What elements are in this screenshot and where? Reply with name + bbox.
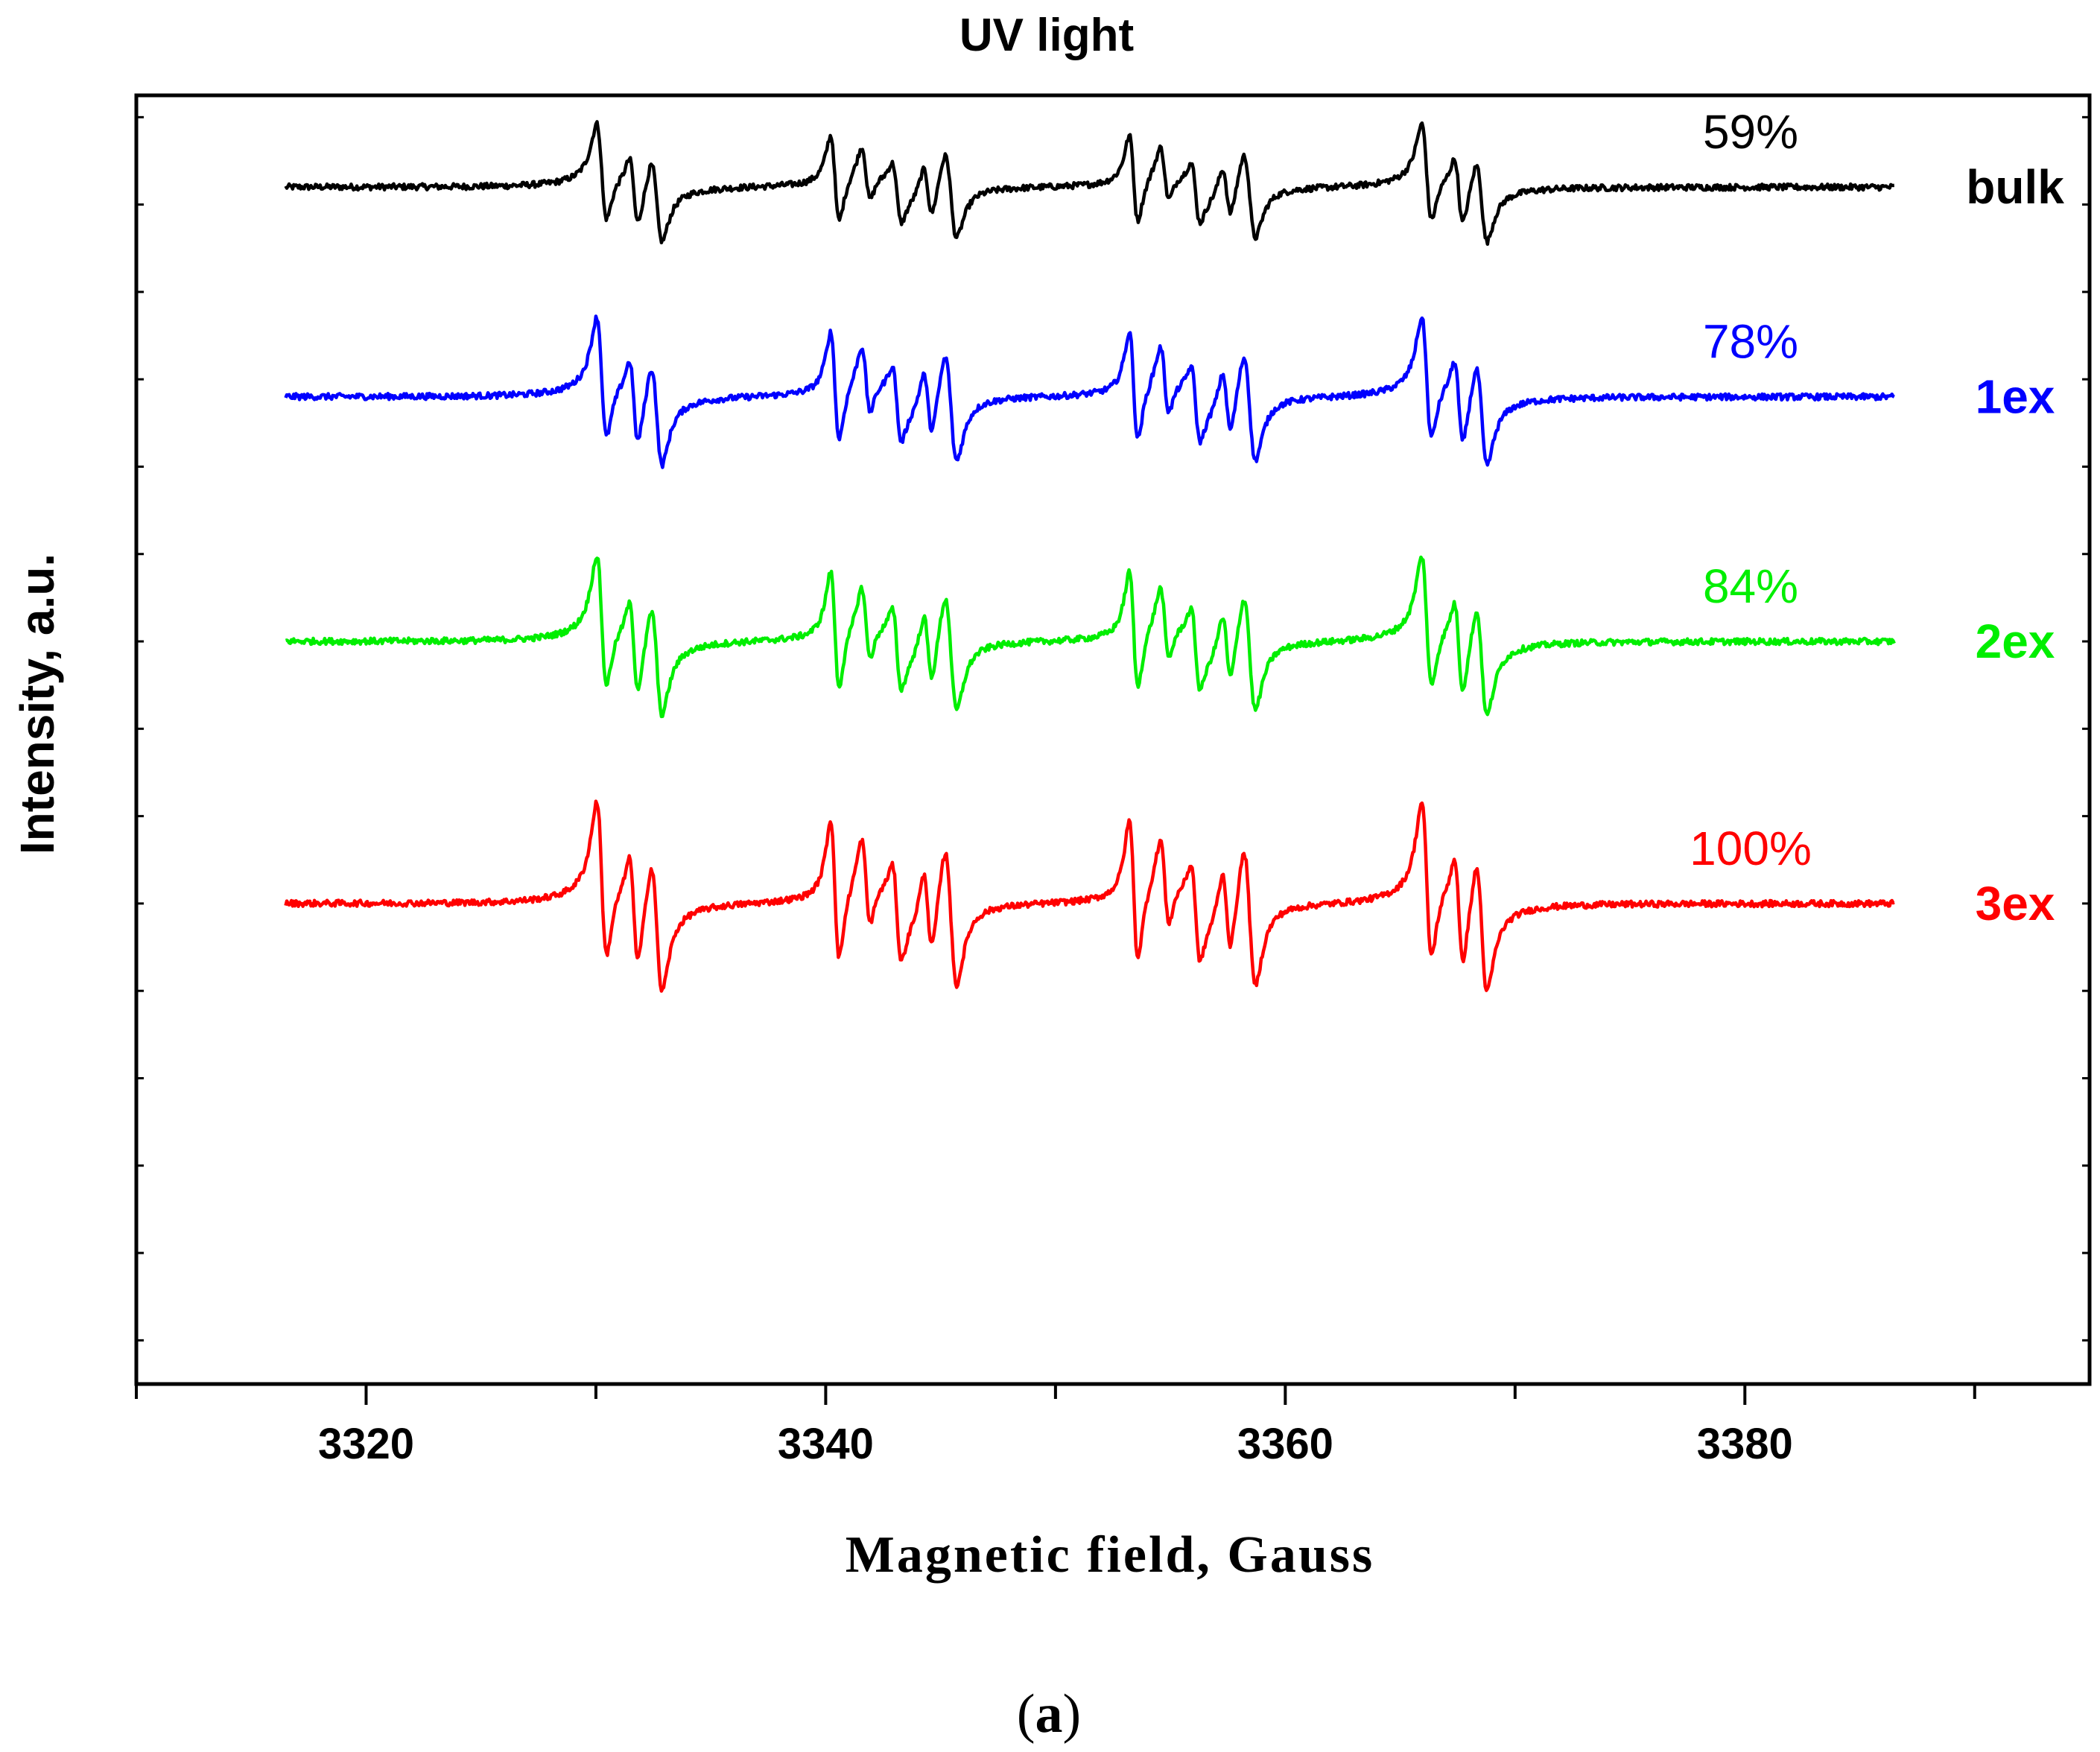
panel-label-letter: a bbox=[1035, 1683, 1063, 1745]
series-group bbox=[284, 120, 1896, 993]
series-line-2ex bbox=[285, 555, 1896, 719]
x-tick-label: 3380 bbox=[1697, 1420, 1793, 1468]
panel-label: (a) bbox=[1017, 1683, 1081, 1745]
chart-title: UV light bbox=[959, 10, 1134, 61]
x-axis-ticks bbox=[135, 1384, 1976, 1405]
series-line-1ex bbox=[284, 314, 1895, 469]
x-axis-label: Magnetic field, Gauss bbox=[846, 1526, 1374, 1584]
series-name-label: 2ex bbox=[1976, 615, 2055, 668]
y-axis-label: Intensity, a.u. bbox=[10, 553, 64, 854]
series-percent-label: 59% bbox=[1703, 105, 1798, 159]
panel-label-close: ) bbox=[1063, 1683, 1082, 1745]
series-name-label: bulk bbox=[1966, 160, 2064, 214]
series-name-label: 3ex bbox=[1976, 877, 2055, 930]
plot-frame bbox=[134, 93, 2092, 1386]
series-line-3ex bbox=[284, 799, 1895, 993]
x-tick-label: 3360 bbox=[1237, 1420, 1333, 1468]
x-tick-label: 3320 bbox=[318, 1420, 414, 1468]
series-percent-label: 78% bbox=[1703, 315, 1798, 369]
series-line-bulk bbox=[284, 120, 1895, 247]
series-labels: bulk 59% 1ex 78% 2ex 84% 3ex 100% bbox=[1690, 105, 2064, 930]
x-axis-tick-labels: 3320 3340 3360 3380 bbox=[318, 1420, 1793, 1468]
series-percent-label: 84% bbox=[1703, 559, 1798, 613]
panel-label-open: ( bbox=[1017, 1683, 1035, 1745]
y-axis-ticks-right bbox=[2082, 115, 2090, 1342]
series-name-label: 1ex bbox=[1976, 370, 2055, 424]
series-percent-label: 100% bbox=[1690, 822, 1812, 875]
x-tick-label: 3340 bbox=[778, 1420, 874, 1468]
y-axis-ticks bbox=[136, 115, 144, 1342]
